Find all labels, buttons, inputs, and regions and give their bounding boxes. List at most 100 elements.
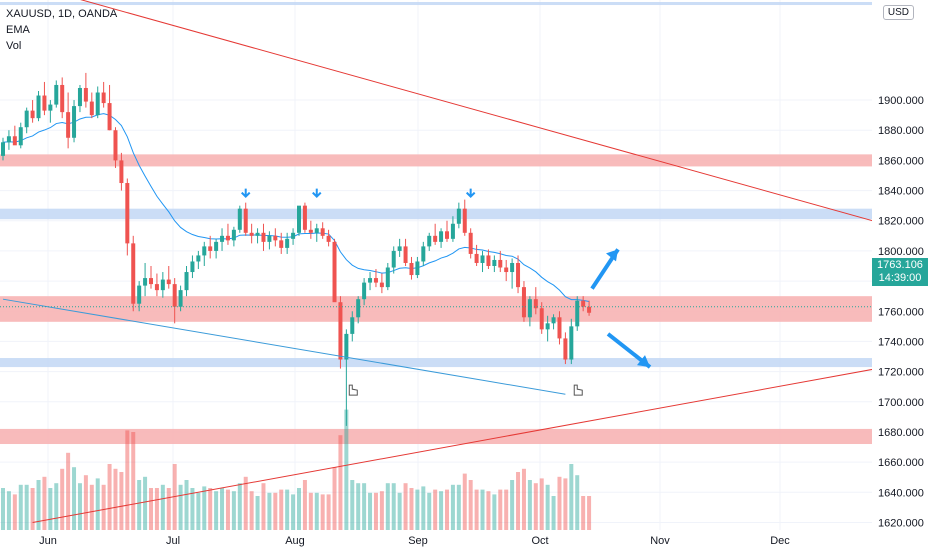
- candle: [83, 72, 88, 108]
- arrow-down-icon: [465, 188, 476, 199]
- volume-bar: [516, 472, 521, 530]
- volume-bar: [433, 489, 438, 530]
- candle: [456, 202, 461, 229]
- candle: [551, 314, 556, 330]
- volume-bar: [427, 492, 432, 530]
- candle: [54, 80, 59, 108]
- candle-body: [421, 246, 426, 262]
- candle: [24, 107, 29, 134]
- candle-body: [60, 84, 65, 113]
- candle-body: [545, 323, 550, 330]
- candle: [362, 278, 367, 306]
- volume-bar: [60, 468, 65, 530]
- candle-body: [498, 259, 503, 268]
- candle-body: [42, 95, 47, 111]
- volume-bar: [184, 480, 189, 530]
- candle-body: [255, 232, 260, 236]
- volume-bar: [255, 496, 260, 530]
- candle-body: [243, 208, 248, 233]
- candle: [492, 255, 497, 273]
- volume-bar: [279, 489, 284, 530]
- candle: [557, 311, 562, 345]
- y-tick-label: 1840.000: [878, 186, 924, 198]
- candle: [243, 202, 248, 236]
- candle-body: [427, 235, 432, 247]
- volume-bar: [439, 491, 444, 530]
- candle-body: [450, 223, 455, 239]
- candle: [326, 229, 331, 247]
- volume-bar: [569, 464, 574, 530]
- candle: [302, 202, 307, 233]
- candle: [409, 256, 414, 280]
- y-tick-label: 1660.000: [878, 457, 924, 469]
- ema-indicator-label: EMA: [6, 24, 30, 36]
- volume-bar: [326, 494, 331, 530]
- volume-bar: [285, 489, 290, 530]
- volume-bar: [445, 489, 449, 530]
- volume-bar: [137, 480, 142, 530]
- y-tick-label: 1720.000: [878, 367, 924, 379]
- candle: [504, 259, 509, 282]
- candle: [510, 258, 515, 289]
- candle: [113, 127, 118, 168]
- candle-body: [533, 299, 538, 309]
- blue-zone: [0, 208, 872, 220]
- candle-body: [202, 246, 207, 256]
- volume-bar: [338, 435, 343, 530]
- volume-bar: [261, 483, 266, 530]
- candle-body: [137, 285, 142, 304]
- candle-body: [474, 253, 479, 263]
- volume-indicator-label: Vol: [6, 40, 22, 52]
- volume-bar: [373, 492, 378, 530]
- ema-line: [2, 113, 590, 303]
- candle-body: [119, 160, 124, 184]
- candle-body: [196, 255, 201, 262]
- volume-bar: [66, 452, 71, 530]
- candle: [474, 244, 479, 266]
- volume-bar: [143, 476, 148, 530]
- y-tick-label: 1680.000: [878, 427, 924, 439]
- candle: [391, 246, 396, 274]
- volume-bar: [18, 484, 23, 530]
- volume-bar: [498, 489, 503, 530]
- candle-body: [160, 279, 165, 291]
- candle-body: [190, 261, 195, 273]
- volume-bar: [291, 494, 296, 530]
- volume-bar: [409, 488, 414, 530]
- candle: [314, 223, 319, 242]
- candle-body: [83, 87, 88, 102]
- candle-body: [403, 246, 408, 263]
- bar-countdown: 14:39:00: [878, 272, 922, 284]
- candle-body: [581, 300, 586, 307]
- volume-bar: [563, 478, 568, 530]
- candle-body: [12, 136, 17, 146]
- volume-bar: [131, 432, 136, 530]
- candle: [285, 232, 290, 254]
- candle-body: [101, 92, 106, 104]
- candle-body: [510, 262, 515, 273]
- candle-body: [350, 317, 355, 334]
- candle-body: [178, 290, 183, 307]
- candle-body: [154, 284, 159, 291]
- volume-bar: [154, 488, 159, 530]
- currency-badge[interactable]: USD: [882, 5, 914, 20]
- candle: [255, 228, 260, 244]
- candle: [350, 311, 355, 342]
- candle-body: [557, 317, 562, 339]
- candle: [450, 216, 455, 242]
- volume-bar: [95, 478, 100, 530]
- volume-bar: [468, 480, 473, 530]
- candle-body: [273, 235, 278, 241]
- y-tick-label: 1620.000: [878, 517, 924, 529]
- candle-body: [332, 241, 337, 303]
- volume-bar: [344, 409, 349, 530]
- candle-body: [445, 231, 449, 239]
- candle-body: [415, 261, 420, 276]
- volume-bar: [450, 484, 455, 530]
- candle-body: [291, 232, 296, 239]
- red-trendline: [80, 0, 927, 237]
- volume-bar: [533, 483, 538, 530]
- candle: [403, 238, 408, 266]
- candle: [1, 137, 5, 161]
